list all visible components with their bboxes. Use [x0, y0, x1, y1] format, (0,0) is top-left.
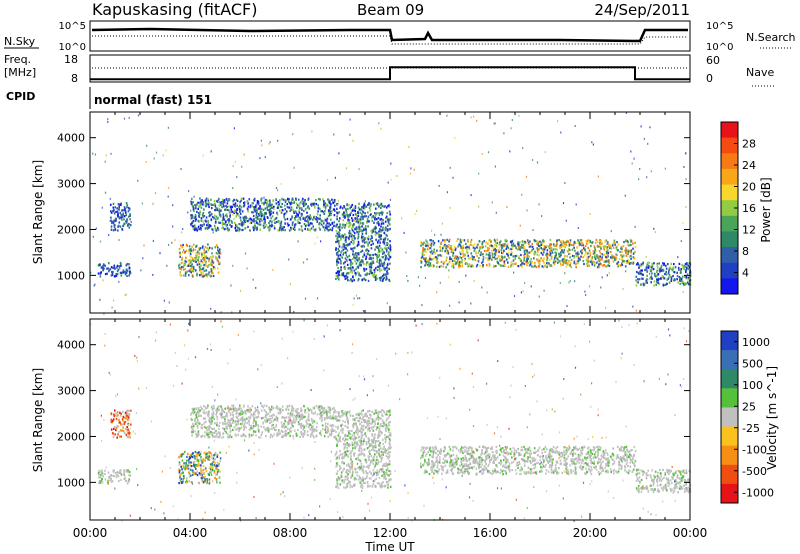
colorbar-label: 4: [742, 267, 749, 280]
colorbar-swatch: [721, 184, 738, 201]
colorbar-label: 20: [742, 181, 756, 194]
power-x-ticks: [89, 112, 691, 313]
colorbar-swatch: [721, 331, 738, 351]
colorbar-label: -25: [742, 422, 760, 435]
nsearch-tick-bottom: 10^0: [706, 42, 733, 53]
colorbar-label: 24: [742, 159, 756, 172]
colorbar-swatch: [721, 215, 738, 232]
colorbar-swatch: [721, 445, 738, 466]
colorbar-label: 100: [742, 379, 763, 392]
power-colorbar: 28 24 20 16 12 8 4 Power [dB]: [720, 121, 773, 295]
colorbar-label: -1000: [742, 486, 774, 499]
velocity-panel: Slant Range [km] 1000 2000 3000 4000: [31, 318, 692, 522]
power-echoes: [90, 112, 692, 315]
velocity-x-ticks: [89, 319, 691, 520]
colorbar-swatch: [721, 168, 738, 186]
colorbar-label: 25: [742, 400, 756, 413]
power-ylabel: Slant Range [km]: [31, 160, 45, 264]
time-tick-label: 08:00: [273, 526, 308, 540]
range-tick-label: 1000: [57, 269, 85, 282]
time-tick-label: 04:00: [173, 526, 208, 540]
date-title: 24/Sep/2011: [594, 1, 690, 19]
power-panel: Slant Range [km] 1000 2000 3000 4000: [31, 111, 692, 315]
range-tick-label: 3000: [57, 178, 85, 191]
colorbar-label: 1000: [742, 336, 770, 349]
time-axis-title: Time UT: [364, 540, 415, 554]
freq-panel-frame: [89, 54, 691, 83]
colorbar-swatch: [721, 231, 738, 248]
colorbar-label: 8: [742, 245, 749, 258]
colorbar-swatch: [721, 369, 738, 389]
colorbar-label: 12: [742, 224, 756, 237]
nsky-panel-frame: [89, 20, 691, 52]
velocity-panel-bg: [90, 319, 690, 520]
freq-tick-top: 18: [64, 53, 78, 66]
range-tick-label: 2000: [57, 430, 85, 443]
nsearch-tick-top: 10^5: [706, 21, 733, 32]
nsky-label: N.Sky: [4, 35, 36, 48]
freq-tick-bottom: 8: [71, 72, 78, 85]
velocity-colorbar-title: Velocity [m s^-1]: [765, 366, 779, 470]
freq-unit-label: [MHz]: [4, 66, 36, 79]
time-tick-label: 16:00: [473, 526, 508, 540]
colorbar-swatch: [721, 426, 738, 447]
power-colorbar-title: Power [dB]: [759, 177, 773, 242]
nsearch-label: N.Search: [746, 31, 796, 44]
freq-label: Freq.: [4, 53, 31, 66]
time-tick-label: 00:00: [73, 526, 108, 540]
range-tick-label: 3000: [57, 385, 85, 398]
nave-label: Nave: [746, 66, 774, 79]
colorbar-label: 500: [742, 357, 763, 370]
colorbar-swatch: [721, 464, 738, 485]
nsky-tick-top: 10^5: [59, 21, 86, 32]
range-tick-label: 4000: [57, 132, 85, 145]
nave-tick-bottom: 0: [706, 72, 713, 85]
velocity-colorbar-title-main: Velocity [m s^-1]: [765, 366, 779, 470]
beam-title: Beam 09: [357, 1, 424, 19]
time-tick-label: 12:00: [373, 526, 408, 540]
station-title: Kapuskasing (fitACF): [92, 0, 257, 19]
colorbar-swatch: [721, 407, 738, 428]
colorbar-swatch: [721, 350, 738, 370]
colorbar-swatch: [721, 200, 738, 217]
colorbar-swatch: [721, 247, 738, 264]
cpid-text: normal (fast) 151: [94, 93, 212, 107]
colorbar-label: -500: [742, 465, 767, 478]
colorbar-swatch: [721, 122, 738, 139]
colorbar-swatch: [721, 153, 738, 170]
colorbar-label: -100: [742, 443, 767, 456]
cpid-panel: CPID normal (fast) 151: [6, 87, 212, 109]
colorbar-label: 16: [742, 202, 756, 215]
time-tick-label: 00:00: [673, 526, 708, 540]
colorbar-swatch: [721, 388, 738, 408]
velocity-echoes: [90, 319, 692, 522]
freq-trace: [90, 66, 690, 81]
nsky-tick-bottom: 10^0: [59, 42, 86, 53]
range-tick-label: 4000: [57, 339, 85, 352]
velocity-y-ticks: 1000 2000 3000 4000: [57, 339, 690, 489]
range-tick-label: 2000: [57, 223, 85, 236]
colorbar-swatch: [721, 278, 738, 295]
colorbar-label: 28: [742, 138, 756, 151]
power-y-ticks: 1000 2000 3000 4000: [57, 132, 690, 282]
nsearch-trace: [92, 35, 688, 45]
velocity-colorbar: 1000 500 100 25 -25 -100 -500 -1000 Velocity [m…: [720, 330, 779, 504]
colorbar-swatch: [721, 483, 738, 504]
velocity-ylabel: Slant Range [km]: [31, 368, 45, 472]
nsky-panel: N.Sky 10^5 10^0 10^5 10^0 N.Search: [4, 20, 796, 53]
range-tick-label: 1000: [57, 476, 85, 489]
colorbar-swatch: [721, 262, 738, 279]
freq-panel: Freq. [MHz] 18 8 60 0 Nave: [4, 53, 776, 87]
cpid-label: CPID: [6, 90, 35, 103]
colorbar-swatch: [721, 137, 738, 154]
time-tick-label: 20:00: [573, 526, 608, 540]
nsky-trace: [91, 27, 688, 43]
time-axis-labels: 00:00 04:00 08:00 12:00 16:00 20:00 00:00: [73, 526, 708, 540]
nave-tick-top: 60: [706, 54, 720, 67]
